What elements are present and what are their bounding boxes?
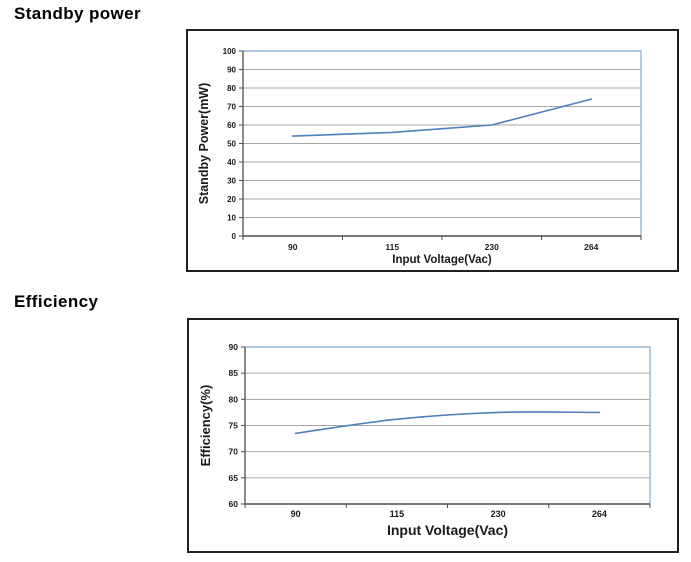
y-tick-label: 65 bbox=[229, 473, 239, 483]
y-tick-label: 70 bbox=[227, 103, 236, 112]
y-tick-label: 75 bbox=[229, 421, 239, 431]
x-tick-label: 90 bbox=[288, 242, 298, 252]
y-tick-label: 10 bbox=[227, 214, 236, 223]
y-tick-label: 70 bbox=[229, 447, 239, 457]
y-axis-title: Standby Power(mW) bbox=[197, 83, 211, 205]
y-tick-label: 20 bbox=[227, 195, 236, 204]
x-tick-label: 230 bbox=[485, 242, 499, 252]
efficiency-heading: Efficiency bbox=[14, 292, 99, 311]
y-tick-label: 80 bbox=[229, 394, 239, 404]
series-line bbox=[294, 411, 601, 435]
standby-power-heading: Standby power bbox=[14, 4, 142, 23]
x-tick-label: 115 bbox=[390, 509, 405, 519]
x-tick-label: 264 bbox=[592, 509, 607, 519]
y-tick-label: 85 bbox=[229, 368, 239, 378]
y-tick-label: 80 bbox=[227, 84, 236, 93]
plot-area-border bbox=[243, 50, 642, 236]
chart-svg: 60 65 70 75 80 85 90 90 115 230 264 Input Voltage(V… bbox=[198, 342, 651, 538]
standby-power-chart: 0 10 20 30 40 50 60 70 80 90 100 90 115 230 264 Input V… bbox=[186, 29, 679, 272]
x-tick-label: 90 bbox=[291, 509, 301, 519]
x-axis-title: Input Voltage(Vac) bbox=[392, 254, 492, 266]
y-axis-title: Efficiency(%) bbox=[198, 385, 213, 467]
y-tick-label: 100 bbox=[223, 47, 237, 56]
y-tick-label: 40 bbox=[227, 158, 236, 167]
series-line bbox=[291, 98, 593, 137]
y-tick-label: 90 bbox=[229, 342, 239, 352]
y-tick-label: 0 bbox=[232, 232, 237, 241]
y-tick-label: 30 bbox=[227, 177, 236, 186]
y-tick-label: 50 bbox=[227, 140, 236, 149]
x-tick-label: 230 bbox=[491, 509, 506, 519]
y-tick-label: 90 bbox=[227, 66, 236, 75]
y-tick-label: 60 bbox=[227, 121, 236, 130]
y-tick-label: 60 bbox=[229, 499, 239, 509]
x-axis-title: Input Voltage(Vac) bbox=[387, 522, 508, 538]
efficiency-chart: 60 65 70 75 80 85 90 90 115 230 264 Input Voltage(V… bbox=[187, 318, 679, 553]
chart-svg: 0 10 20 30 40 50 60 70 80 90 100 90 115 230 264 Input V… bbox=[197, 47, 642, 266]
x-tick-label: 264 bbox=[584, 242, 598, 252]
x-tick-label: 115 bbox=[385, 242, 399, 252]
plot-area-border bbox=[245, 346, 651, 504]
